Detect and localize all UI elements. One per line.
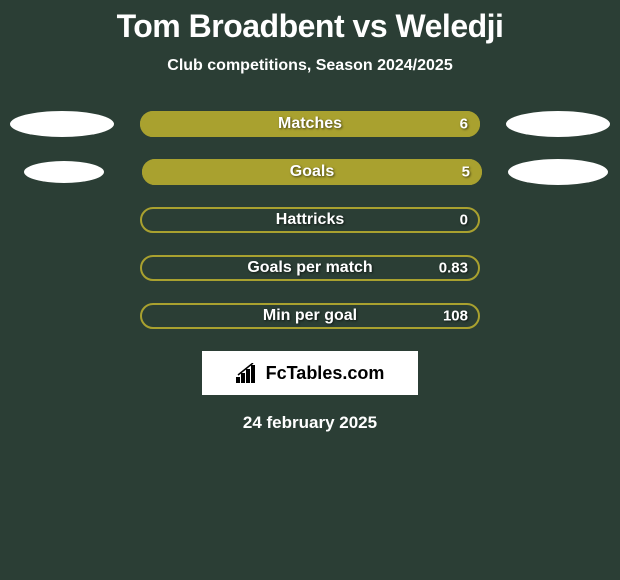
right-marker xyxy=(508,159,608,185)
stat-row: Min per goal 108 xyxy=(0,303,620,329)
stats-rows: Matches 6 Goals 5 Hattricks 0 Goals per match 0… xyxy=(0,111,620,329)
stat-row: Matches 6 xyxy=(0,111,620,137)
stat-value: 5 xyxy=(462,164,470,181)
left-marker xyxy=(10,111,114,137)
chart-icon xyxy=(236,363,260,383)
date-text: 24 february 2025 xyxy=(0,413,620,433)
left-marker xyxy=(24,161,104,183)
stat-value: 0 xyxy=(460,212,468,229)
stat-value: 0.83 xyxy=(439,260,468,277)
stat-label: Goals xyxy=(290,163,334,181)
stat-label: Hattricks xyxy=(276,211,344,229)
stat-label: Min per goal xyxy=(263,307,357,325)
stat-row: Goals per match 0.83 xyxy=(0,255,620,281)
logo-badge: FcTables.com xyxy=(202,351,418,395)
stat-bar: Goals 5 xyxy=(142,159,482,185)
stat-bar: Goals per match 0.83 xyxy=(140,255,480,281)
stat-bar: Matches 6 xyxy=(140,111,480,137)
stat-row: Hattricks 0 xyxy=(0,207,620,233)
page-title: Tom Broadbent vs Weledji xyxy=(0,8,620,45)
stat-bar: Hattricks 0 xyxy=(140,207,480,233)
logo-text: FcTables.com xyxy=(266,363,385,384)
stat-value: 108 xyxy=(443,308,468,325)
stat-label: Matches xyxy=(278,115,342,133)
stat-value: 6 xyxy=(460,116,468,133)
comparison-container: Tom Broadbent vs Weledji Club competitio… xyxy=(0,0,620,433)
stat-label: Goals per match xyxy=(247,259,372,277)
stat-bar: Min per goal 108 xyxy=(140,303,480,329)
stat-row: Goals 5 xyxy=(0,159,620,185)
right-marker xyxy=(506,111,610,137)
subtitle: Club competitions, Season 2024/2025 xyxy=(0,57,620,75)
